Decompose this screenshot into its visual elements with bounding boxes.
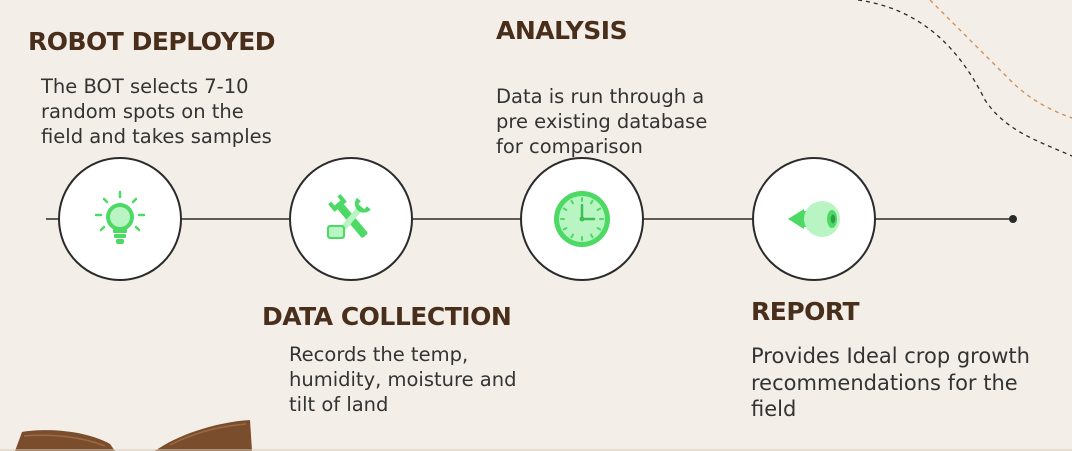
lightbulb-icon bbox=[94, 190, 146, 244]
step-1-circle bbox=[58, 157, 182, 281]
description-line: recommendations for the bbox=[751, 370, 1018, 395]
eye-icon bbox=[788, 201, 840, 237]
description-line: for comparison bbox=[496, 135, 643, 158]
description-line: The BOT selects 7-10 bbox=[41, 75, 249, 98]
step-2-description: Records the temp, humidity, moisture and… bbox=[289, 342, 517, 417]
description-line: random spots on the bbox=[41, 100, 244, 123]
description-line: Data is run through a bbox=[496, 85, 705, 108]
step-1-title: ROBOT DEPLOYED bbox=[28, 27, 276, 56]
clock-icon bbox=[554, 191, 610, 247]
dashed-curve-dark bbox=[857, 0, 1072, 157]
description-line: Provides Ideal crop growth bbox=[751, 344, 1030, 368]
step-3-title: ANALYSIS bbox=[496, 16, 628, 45]
step-2-circle bbox=[289, 157, 413, 281]
leaf-decor bbox=[155, 420, 252, 451]
step-3-circle bbox=[520, 157, 644, 281]
description-line: humidity, moisture and bbox=[289, 368, 517, 391]
step-4-description: Provides Ideal crop growth recommendatio… bbox=[751, 343, 1030, 423]
step-2-title: DATA COLLECTION bbox=[262, 302, 512, 331]
description-line: field and takes samples bbox=[41, 125, 272, 148]
step-1-description: The BOT selects 7-10 random spots on the… bbox=[41, 74, 272, 149]
dashed-curve-orange bbox=[929, 0, 1072, 119]
description-line: pre existing database bbox=[496, 110, 708, 133]
leaf-decor bbox=[15, 430, 115, 451]
tools-icon bbox=[327, 193, 371, 239]
description-line: Records the temp, bbox=[289, 343, 469, 366]
step-4-title: REPORT bbox=[751, 297, 860, 326]
step-3-description: Data is run through a pre existing datab… bbox=[496, 84, 707, 159]
description-line: field bbox=[751, 397, 797, 421]
description-line: tilt of land bbox=[289, 393, 389, 416]
timeline-end-dot bbox=[1009, 215, 1017, 223]
step-4-circle bbox=[752, 157, 876, 281]
